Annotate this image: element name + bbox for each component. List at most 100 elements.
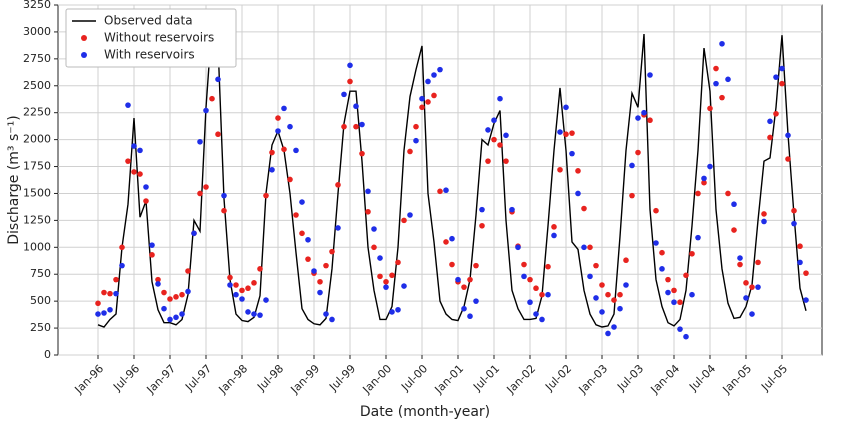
data-point: [113, 276, 119, 283]
data-point: [401, 217, 407, 224]
data-point: [743, 280, 749, 286]
data-point: [329, 316, 335, 323]
data-point: [215, 131, 221, 138]
data-point: [713, 80, 719, 87]
data-point: [755, 284, 761, 290]
data-point: [695, 234, 701, 241]
data-point: [443, 239, 449, 245]
data-point: [803, 270, 809, 276]
x-tick-label: Jan-03: [576, 362, 611, 397]
data-point: [233, 291, 239, 298]
data-point: [143, 184, 149, 190]
data-point: [101, 310, 107, 316]
data-point: [323, 311, 329, 317]
data-point: [701, 175, 707, 182]
data-point: [125, 158, 131, 164]
data-point: [221, 207, 227, 214]
data-point: [239, 287, 245, 294]
data-point: [497, 142, 503, 148]
x-tick-label: Jan-00: [360, 362, 395, 397]
data-point: [497, 95, 503, 102]
data-point: [437, 66, 443, 73]
data-point: [107, 290, 113, 297]
data-point: [737, 261, 743, 268]
data-point: [377, 273, 383, 280]
data-point: [617, 305, 623, 312]
data-point: [191, 230, 197, 237]
data-point: [419, 95, 425, 102]
data-point: [605, 291, 611, 298]
data-point: [263, 297, 269, 303]
data-point: [269, 166, 275, 173]
data-point: [473, 262, 479, 269]
data-point: [611, 297, 617, 303]
data-point: [767, 118, 773, 125]
data-point: [677, 299, 683, 306]
data-point: [335, 182, 341, 188]
data-point: [425, 99, 431, 105]
data-point: [683, 272, 689, 279]
data-point: [533, 311, 539, 317]
y-tick-label: 500: [30, 294, 51, 307]
data-point: [773, 110, 779, 117]
y-tick-label: 1750: [23, 160, 51, 173]
data-point: [371, 226, 377, 232]
data-point: [779, 65, 785, 72]
x-tick-label: Jan-99: [288, 362, 323, 397]
x-tick-label: Jul-97: [182, 362, 214, 394]
data-point: [629, 192, 635, 199]
data-point: [113, 290, 119, 297]
data-point: [185, 268, 191, 274]
data-point: [179, 291, 185, 298]
data-point: [563, 104, 569, 111]
data-point: [119, 262, 125, 269]
data-point: [695, 190, 701, 197]
legend-box: [65, 8, 237, 68]
data-point: [557, 166, 563, 173]
legend-label: Without reservoirs: [104, 31, 214, 45]
data-point: [647, 72, 653, 78]
data-point: [575, 168, 581, 174]
data-point: [761, 211, 767, 217]
data-point: [359, 150, 365, 157]
data-point: [95, 300, 101, 307]
data-point: [203, 184, 209, 190]
x-tick-label: Jul-02: [542, 362, 574, 394]
data-point: [245, 285, 251, 292]
data-point: [305, 256, 311, 262]
data-point: [581, 244, 587, 251]
data-point: [281, 146, 287, 153]
x-tick-label: Jul-99: [326, 362, 358, 394]
x-tick-label: Jul-03: [614, 362, 646, 394]
data-point: [731, 201, 737, 208]
data-point: [467, 276, 473, 283]
data-point: [635, 149, 641, 156]
data-point: [449, 235, 455, 242]
data-point: [671, 299, 677, 306]
data-point: [335, 225, 341, 231]
data-point: [371, 244, 377, 251]
data-point: [287, 176, 293, 183]
data-point: [563, 131, 569, 138]
data-point: [197, 138, 203, 145]
data-point: [323, 262, 329, 269]
data-point: [299, 199, 305, 205]
data-point: [365, 188, 371, 195]
data-point: [647, 117, 653, 124]
data-point: [665, 276, 671, 283]
data-point: [731, 227, 737, 233]
data-point: [593, 262, 599, 269]
data-point: [197, 190, 203, 197]
data-point: [215, 76, 221, 83]
data-point: [395, 306, 401, 313]
data-point: [689, 250, 695, 257]
data-point: [707, 105, 713, 112]
data-point: [227, 274, 233, 281]
data-point: [359, 121, 365, 128]
data-point: [395, 259, 401, 266]
data-point: [605, 330, 611, 337]
data-point: [485, 158, 491, 164]
data-point: [125, 102, 131, 108]
data-point: [167, 316, 173, 323]
